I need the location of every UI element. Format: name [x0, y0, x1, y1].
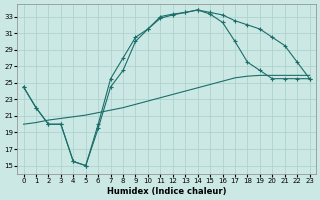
- X-axis label: Humidex (Indice chaleur): Humidex (Indice chaleur): [107, 187, 226, 196]
